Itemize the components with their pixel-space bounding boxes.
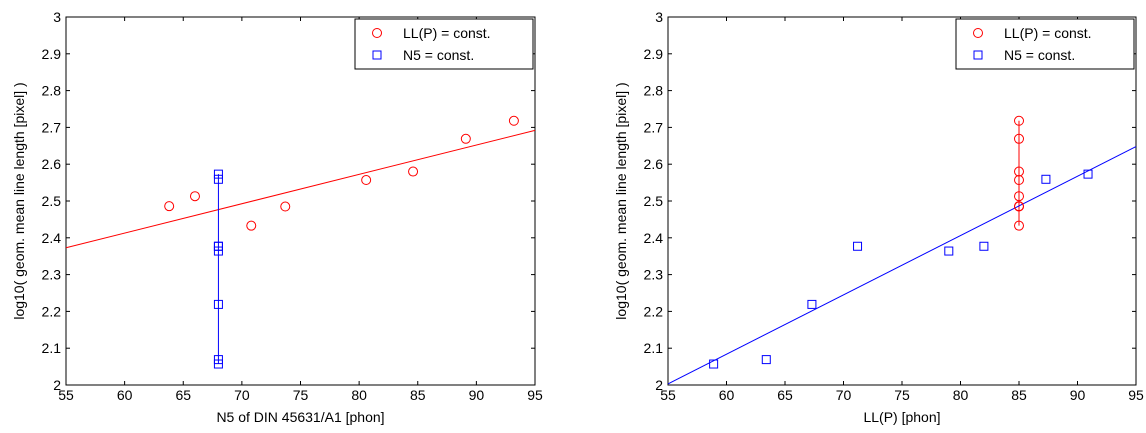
data-point-circle bbox=[246, 220, 257, 231]
x-tick-label: 90 bbox=[1070, 387, 1086, 403]
legend-marker-square bbox=[973, 50, 983, 60]
data-point-circle bbox=[408, 166, 419, 177]
x-tick-label: 90 bbox=[469, 387, 485, 403]
legend-entry-label: N5 = const. bbox=[403, 47, 474, 63]
data-point-square bbox=[213, 355, 223, 365]
x-tick-label: 60 bbox=[117, 387, 133, 403]
y-tick-label: 2.8 bbox=[644, 83, 664, 99]
y-tick-label: 3 bbox=[655, 9, 663, 25]
x-tick-label: 65 bbox=[175, 387, 191, 403]
x-tick-label: 75 bbox=[293, 387, 309, 403]
data-point-square bbox=[979, 241, 989, 251]
data-point-square bbox=[807, 299, 817, 309]
x-tick-label: 70 bbox=[836, 387, 852, 403]
y-tick-label: 2 bbox=[53, 377, 61, 393]
y-axis-label: log10( geom. mean line length [pixel] ) bbox=[11, 82, 27, 319]
x-tick-label: 55 bbox=[660, 387, 676, 403]
plot-area-frame bbox=[65, 16, 536, 386]
data-point-square bbox=[213, 246, 223, 256]
data-point-circle bbox=[460, 133, 471, 144]
data-point-square bbox=[944, 246, 954, 256]
data-point-circle bbox=[1014, 175, 1024, 186]
y-tick-label: 2.1 bbox=[644, 340, 664, 356]
data-point-circle bbox=[361, 175, 372, 186]
y-tick-label: 2.6 bbox=[644, 156, 664, 172]
data-point-circle bbox=[1014, 133, 1024, 144]
x-tick-label: 75 bbox=[894, 387, 910, 403]
y-tick-label: 2.1 bbox=[42, 340, 62, 356]
x-tick-label: 95 bbox=[1128, 387, 1144, 403]
y-tick-label: 2.3 bbox=[42, 267, 62, 283]
x-axis-label: LL(P) [phon] bbox=[863, 409, 940, 425]
x-tick-label: 55 bbox=[58, 387, 74, 403]
data-point-square bbox=[213, 174, 223, 184]
fit-line-series-0 bbox=[65, 129, 536, 249]
y-axis-label: log10( geom. mean line length [pixel] ) bbox=[613, 82, 629, 319]
data-point-square bbox=[709, 359, 719, 369]
y-tick-label: 2.7 bbox=[644, 119, 664, 135]
x-tick-label: 80 bbox=[953, 387, 969, 403]
x-tick-label: 70 bbox=[234, 387, 250, 403]
y-tick-label: 2.2 bbox=[42, 303, 62, 319]
data-point-circle bbox=[1014, 166, 1024, 177]
data-point-square bbox=[1083, 169, 1093, 179]
data-point-square bbox=[213, 241, 223, 251]
data-point-square bbox=[213, 299, 223, 309]
left-chart-panel: 55 60 65 70 75 80 85 90 95 2 2.1 2.2 2.3 2.4 2.5 2.6 2.7… bbox=[11, 9, 543, 425]
x-tick-label: 80 bbox=[351, 387, 367, 403]
x-tick-label: 65 bbox=[777, 387, 793, 403]
legend-entry-label: N5 = const. bbox=[1004, 47, 1075, 63]
data-point-circle bbox=[1014, 115, 1024, 126]
legend: LL(P) = const. N5 = const. bbox=[955, 18, 1135, 70]
y-tick-label: 2.4 bbox=[644, 230, 664, 246]
right-chart-panel: 55 60 65 70 75 80 85 90 95 2 2.1 2.2 2.3 2.4 2.5 2.6 2.7… bbox=[613, 9, 1144, 425]
y-tick-label: 2.4 bbox=[42, 230, 62, 246]
y-tick-label: 2.9 bbox=[42, 46, 62, 62]
legend-box bbox=[354, 18, 534, 70]
x-tick-label: 60 bbox=[719, 387, 735, 403]
data-point-circle bbox=[280, 201, 291, 212]
legend-box bbox=[955, 18, 1135, 70]
y-tick-label: 2.3 bbox=[644, 267, 664, 283]
data-point-circle bbox=[189, 191, 200, 202]
x-tick-label: 85 bbox=[1011, 387, 1027, 403]
legend-marker-square bbox=[372, 50, 382, 60]
data-point-circle bbox=[1014, 201, 1024, 212]
y-tick-label: 2.8 bbox=[42, 83, 62, 99]
y-tick-label: 2 bbox=[655, 377, 663, 393]
y-tick-label: 2.5 bbox=[42, 193, 62, 209]
legend-marker-circle bbox=[973, 28, 983, 38]
data-point-square bbox=[761, 355, 771, 365]
legend-entry-label: LL(P) = const. bbox=[1004, 25, 1092, 41]
data-point-circle bbox=[164, 201, 175, 212]
y-tick-label: 2.5 bbox=[644, 193, 664, 209]
legend: LL(P) = const. N5 = const. bbox=[354, 18, 534, 70]
y-tick-label: 2.2 bbox=[644, 303, 664, 319]
data-point-circle bbox=[1014, 220, 1024, 231]
x-tick-label: 95 bbox=[527, 387, 543, 403]
x-tick-label: 85 bbox=[410, 387, 426, 403]
data-point-circle bbox=[1014, 191, 1024, 202]
y-tick-label: 2.7 bbox=[42, 119, 62, 135]
y-tick-label: 3 bbox=[53, 9, 61, 25]
x-axis-label: N5 of DIN 45631/A1 [phon] bbox=[216, 409, 384, 425]
legend-entry-label: LL(P) = const. bbox=[403, 25, 491, 41]
y-tick-label: 2.9 bbox=[644, 46, 664, 62]
legend-marker-circle bbox=[372, 28, 382, 38]
data-point-square bbox=[213, 169, 223, 179]
data-point-circle bbox=[508, 115, 519, 126]
data-point-square bbox=[853, 241, 863, 251]
plot-area-frame bbox=[667, 16, 1137, 386]
y-tick-label: 2.6 bbox=[42, 156, 62, 172]
fit-line-series-1 bbox=[667, 146, 1137, 385]
data-point-square bbox=[1041, 174, 1051, 184]
